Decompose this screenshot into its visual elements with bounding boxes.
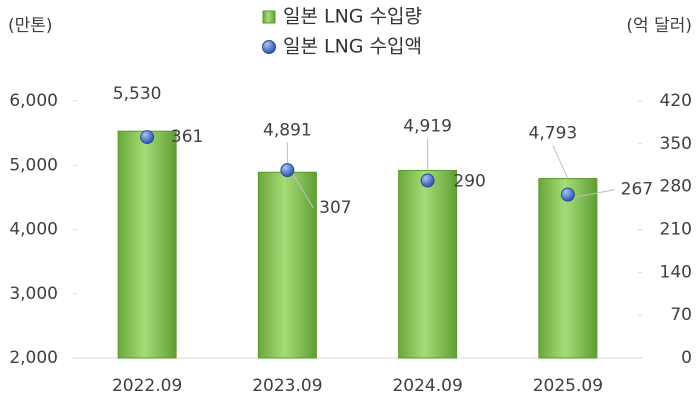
point-value-label: 307 bbox=[319, 198, 351, 218]
y2-tick-label: 420 bbox=[660, 91, 692, 111]
y-tick-label: 2,000 bbox=[9, 348, 58, 368]
legend-text: 일본 LNG 수입액 bbox=[283, 36, 422, 58]
point bbox=[140, 130, 155, 145]
y2-tick-label: 280 bbox=[660, 177, 692, 197]
legend-text: 일본 LNG 수입량 bbox=[283, 6, 422, 28]
y-axis-label: (만톤) bbox=[8, 16, 53, 36]
y-tick-label: 3,000 bbox=[9, 284, 58, 304]
point bbox=[560, 187, 575, 202]
y2-tick-label: 70 bbox=[670, 305, 692, 325]
y2-tick-label: 0 bbox=[681, 348, 692, 368]
point-value-label: 267 bbox=[621, 180, 653, 200]
bar-value-label: 4,919 bbox=[403, 116, 452, 136]
leader-line bbox=[572, 189, 615, 199]
legend-swatch bbox=[262, 10, 276, 24]
x-tick-label: 2022.09 bbox=[112, 376, 182, 396]
point bbox=[420, 173, 435, 188]
bar bbox=[398, 169, 458, 359]
bar bbox=[538, 178, 598, 359]
bar-value-label: 4,793 bbox=[529, 124, 578, 144]
y2-tick-label: 140 bbox=[660, 262, 692, 282]
x-tick-label: 2024.09 bbox=[392, 376, 462, 396]
bar bbox=[117, 130, 177, 359]
leader-line bbox=[552, 145, 569, 179]
x-tick-label: 2025.09 bbox=[533, 376, 603, 396]
bar-value-label: 4,891 bbox=[263, 120, 312, 140]
y2-axis-label: (억 달러) bbox=[626, 16, 692, 36]
y2-tick-label: 210 bbox=[660, 220, 692, 240]
y2-tick-label: 350 bbox=[660, 134, 692, 154]
bar-value-label: 5,530 bbox=[113, 84, 162, 104]
bar bbox=[257, 171, 317, 359]
legend-swatch bbox=[262, 40, 276, 54]
point-value-label: 290 bbox=[453, 172, 485, 192]
y-tick-label: 6,000 bbox=[9, 91, 58, 111]
y-tick-label: 4,000 bbox=[9, 220, 58, 240]
x-tick-label: 2023.09 bbox=[252, 376, 322, 396]
point-value-label: 361 bbox=[171, 127, 203, 147]
y-tick-label: 5,000 bbox=[9, 155, 58, 175]
leader-line bbox=[291, 172, 314, 209]
point bbox=[280, 163, 295, 178]
